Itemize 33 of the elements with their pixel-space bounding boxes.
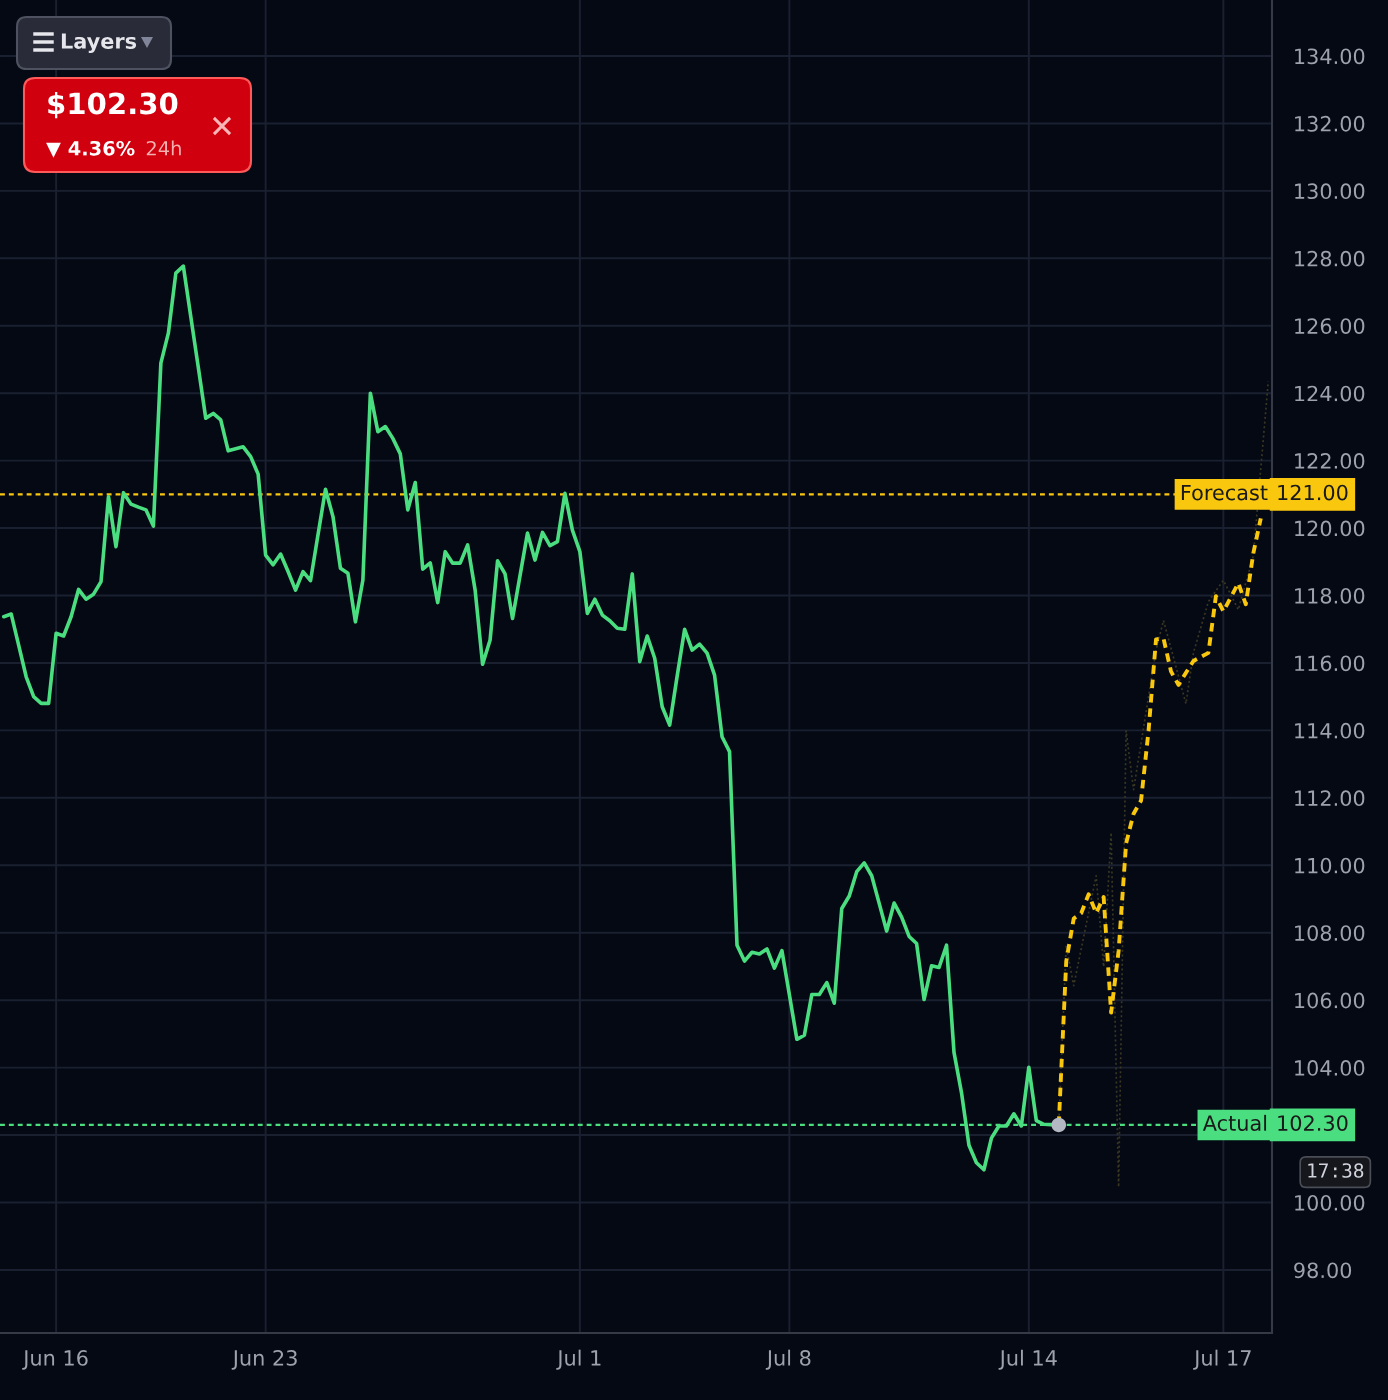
x-tick-label: Jul 1 [556, 1349, 601, 1370]
ref-line-label: Actual [1202, 1114, 1267, 1131]
y-tick-label: 100.00 [1295, 1194, 1365, 1211]
y-tick-label: 116.00 [1295, 655, 1365, 672]
y-tick-label: 112.00 [1295, 790, 1365, 807]
y-tick-label: 128.00 [1295, 250, 1365, 267]
y-tick-label: 114.00 [1295, 722, 1365, 739]
annotation: $102.30 [48, 91, 178, 119]
y-tick-label: 98.00 [1294, 1262, 1352, 1279]
text: 121.00 [1278, 484, 1348, 501]
annotation: Layers [61, 33, 137, 54]
y-tick-label: 120.00 [1295, 520, 1365, 537]
annotation: 24h [146, 140, 181, 156]
y-tick-label: 118.00 [1295, 587, 1365, 604]
y-tick-label: 134.00 [1295, 48, 1365, 65]
y-tick-label: 106.00 [1295, 992, 1365, 1009]
text: 17:38 [1308, 1163, 1364, 1178]
x-tick-label: Jun 16 [22, 1350, 88, 1370]
y-tick-label: 132.00 [1295, 115, 1365, 132]
x-tick-label: Jun 23 [231, 1350, 297, 1370]
y-tick-label: 104.00 [1295, 1060, 1365, 1076]
annotation: ▼ 4.36% [46, 140, 135, 158]
y-tick-label: 126.00 [1295, 318, 1365, 334]
x-tick-label: Jul 14 [998, 1349, 1057, 1370]
y-tick-label: 124.00 [1295, 385, 1365, 402]
y-tick-label: 130.00 [1295, 183, 1365, 200]
ref-line-label: Forecast [1181, 484, 1268, 501]
x-tick-label: Jul 8 [765, 1349, 811, 1370]
text: 102.30 [1278, 1115, 1348, 1131]
x-tick-label: Jul 17 [1193, 1349, 1251, 1370]
y-tick-label: 108.00 [1295, 925, 1365, 941]
y-tick-label: 110.00 [1295, 857, 1365, 874]
y-tick-label: 122.00 [1295, 453, 1365, 469]
